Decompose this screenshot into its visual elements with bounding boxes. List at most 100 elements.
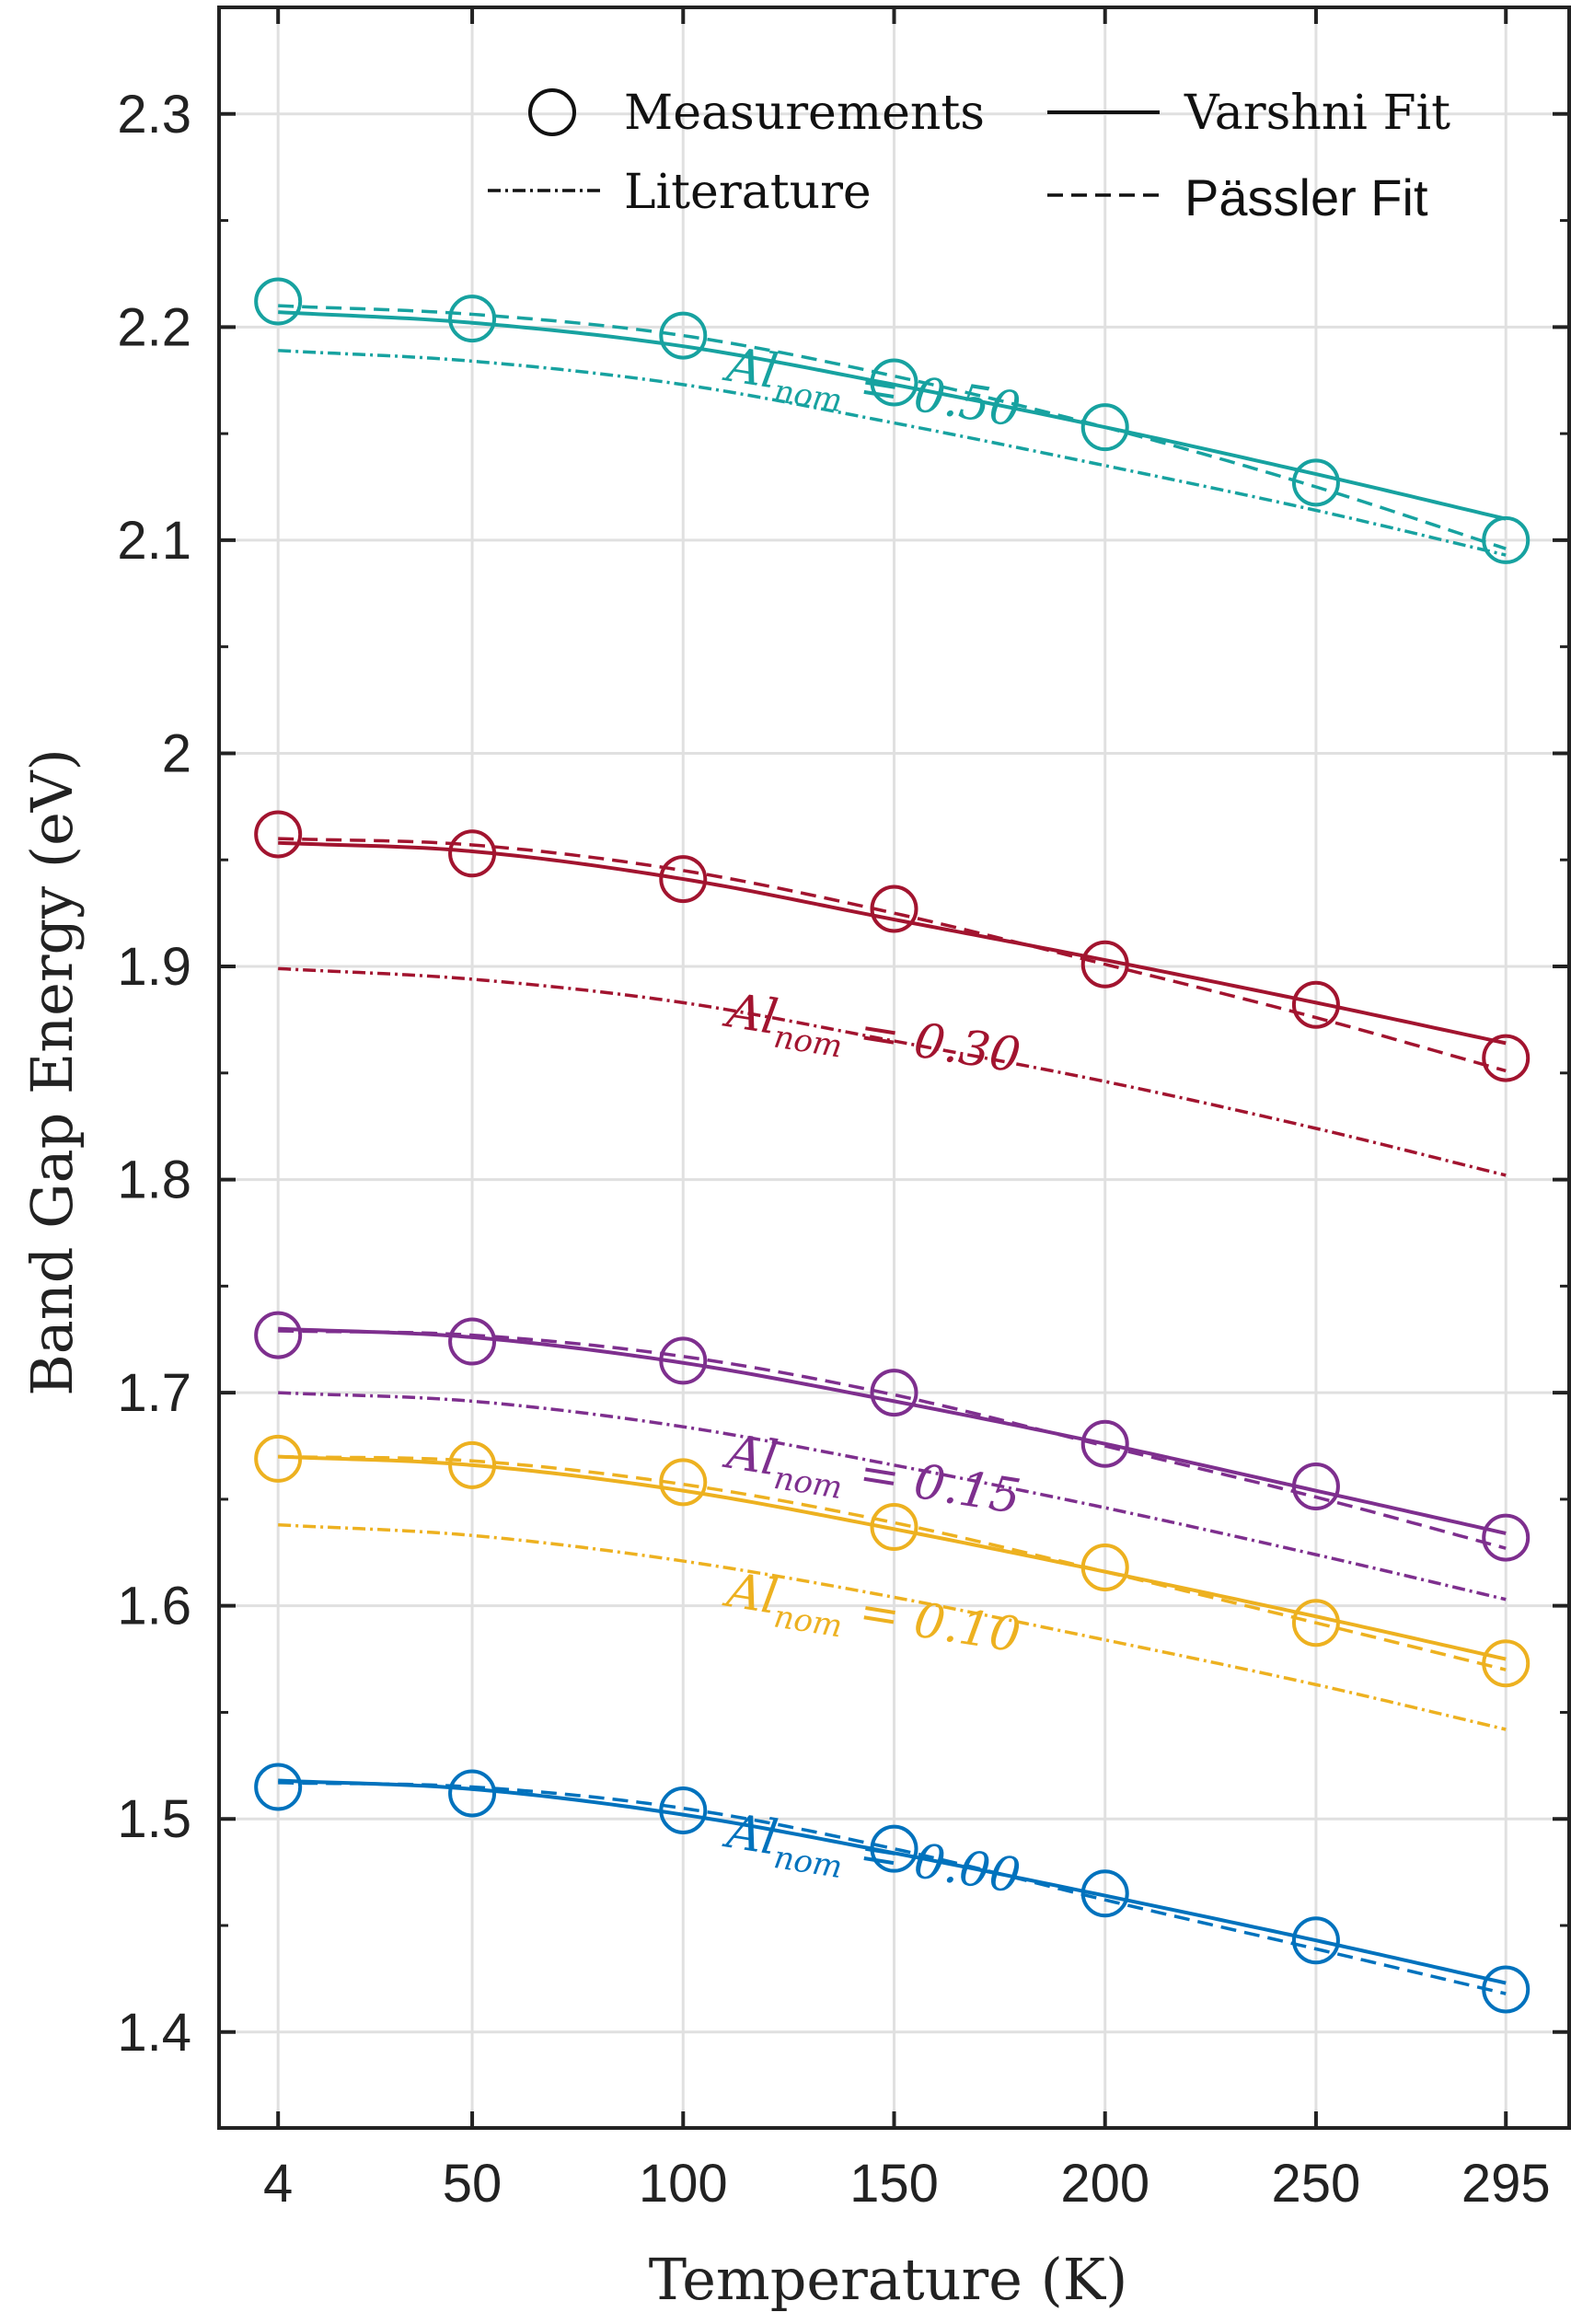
x-tick-label: 200 [1060,2154,1149,2214]
measurement-point-al-0.30 [1080,940,1129,989]
legend: Measurements Varshni Fit Literature Päss… [488,86,1450,226]
passler-fit-line-al-0.00 [278,1781,1507,1995]
measurement-point-al-0.00 [1482,1965,1531,2014]
y-tick-label: 2.1 [117,511,191,571]
measurement-point-al-0.10 [1291,1599,1340,1648]
annot-prefix: Al [720,1424,781,1486]
varshni-fit-line-al-0.15 [278,1326,1507,1535]
annot-value: = 0.50 [840,356,1023,438]
measurement-point-al-0.30 [659,855,708,904]
measurement-point-al-0.10 [1482,1639,1531,1688]
legend-label-varshni: Varshni Fit [1184,86,1450,141]
annot-prefix: Al [720,983,781,1046]
y-tick-label: 2.3 [117,85,191,145]
passler-fit-line-al-0.30 [278,837,1507,1073]
series-label-al-0.15: Alnom = 0.15 [719,1424,1024,1534]
measurement-point-al-0.15 [1291,1463,1340,1511]
x-tick-label: 150 [849,2154,939,2214]
legend-label-measurements: Measurements [624,86,985,141]
data-curves [278,304,1507,1995]
measurement-point-al-0.15 [1080,1419,1129,1468]
measurement-point-al-0.50 [448,295,497,343]
x-tick-label: 4 [263,2154,293,2214]
measurement-point-al-0.15 [254,1311,303,1359]
measurement-point-al-0.10 [1080,1544,1129,1592]
annot-subscript: nom [771,373,845,420]
annot-subscript: nom [771,1019,845,1066]
measurement-point-al-0.50 [1080,403,1129,452]
legend-entry-varshni: Varshni Fit [1047,86,1450,141]
passler-fit-line-al-0.15 [278,1329,1507,1550]
measurement-point-al-0.50 [870,358,918,407]
measurement-point-al-0.00 [1291,1916,1340,1965]
series-label-al-0.30: Alnom = 0.30 [719,983,1024,1093]
passler-fit-line-al-0.50 [278,304,1507,550]
y-tick-label: 2 [162,723,191,783]
measurement-point-al-0.00 [254,1763,303,1811]
annot-prefix: Al [720,337,781,399]
measurement-point-al-0.10 [659,1458,708,1507]
annot-subscript: nom [771,1839,845,1886]
legend-entry-passler: Pässler Fit [1047,168,1428,226]
y-tick-label: 1.6 [117,1577,191,1636]
annot-prefix: Al [720,1803,781,1866]
literature-line-al-0.15 [278,1391,1507,1601]
measurement-point-al-0.30 [870,885,918,933]
measurement-point-al-0.00 [659,1786,708,1834]
annot-value: = 0.30 [840,1002,1023,1084]
measurement-point-al-0.10 [448,1440,497,1489]
measurement-point-al-0.30 [1482,1034,1531,1082]
y-axis-title: Band Gap Energy (eV) [18,748,86,1396]
measurement-point-al-0.15 [870,1369,918,1417]
legend-label-literature: Literature [624,165,872,220]
varshni-fit-line-al-0.50 [278,310,1507,521]
y-tick-label: 2.2 [117,297,191,357]
annot-value: = 0.00 [840,1822,1023,1904]
varshni-fit-line-al-0.10 [278,1454,1507,1661]
y-tick-label: 1.4 [117,2003,191,2063]
measurement-point-al-0.50 [1291,458,1340,507]
measurement-point-al-0.15 [1482,1513,1531,1562]
measurement-point-al-0.30 [254,810,303,859]
passler-fit-line-al-0.10 [278,1454,1507,1671]
x-axis-title: Temperature (K) [649,2246,1128,2313]
x-tick-label: 100 [639,2154,728,2214]
literature-line-al-0.10 [278,1522,1507,1731]
measurement-point-al-0.10 [870,1503,918,1552]
measurement-point-al-0.00 [448,1769,497,1818]
measurement-point-al-0.00 [1080,1869,1129,1918]
varshni-fit-line-al-0.30 [278,840,1507,1046]
x-tick-label: 250 [1272,2154,1361,2214]
y-tick-label: 1.7 [117,1363,191,1423]
measurement-point-al-0.50 [1482,515,1531,564]
measurement-point-al-0.15 [448,1317,497,1366]
axis-ticks: 4 50 100 150 200 250 295 1.4 1.5 1.6 1.7 1.8 1.9 2 2.1… [117,7,1569,2214]
x-tick-label: 295 [1461,2154,1551,2214]
legend-label-passler: Pässler Fit [1184,168,1428,226]
measurement-point-al-0.50 [659,311,708,360]
measurement-point-al-0.30 [448,829,497,878]
literature-line-al-0.30 [278,966,1507,1177]
annot-prefix: Al [720,1563,781,1625]
measurement-point-al-0.30 [1291,980,1340,1029]
annot-value: = 0.15 [840,1443,1023,1525]
legend-circle-marker [528,88,576,136]
series-label-al-0.50: Alnom = 0.50 [719,337,1024,447]
x-tick-label: 50 [443,2154,502,2214]
measurement-point-al-0.15 [659,1336,708,1385]
measurement-point-al-0.00 [870,1824,918,1873]
annot-value: = 0.10 [840,1581,1023,1663]
measurement-markers [254,277,1531,2014]
measurement-point-al-0.50 [254,277,303,326]
y-tick-label: 1.5 [117,1789,191,1849]
grid-lines [219,7,1569,2128]
y-tick-label: 1.8 [117,1150,191,1210]
y-tick-label: 1.9 [117,937,191,997]
varshni-fit-line-al-0.00 [278,1778,1507,1985]
series-label-al-0.10: Alnom = 0.10 [719,1563,1024,1673]
measurement-point-al-0.10 [254,1434,303,1483]
legend-entry-literature: Literature [488,165,872,220]
legend-entry-measurements: Measurements [528,86,985,141]
